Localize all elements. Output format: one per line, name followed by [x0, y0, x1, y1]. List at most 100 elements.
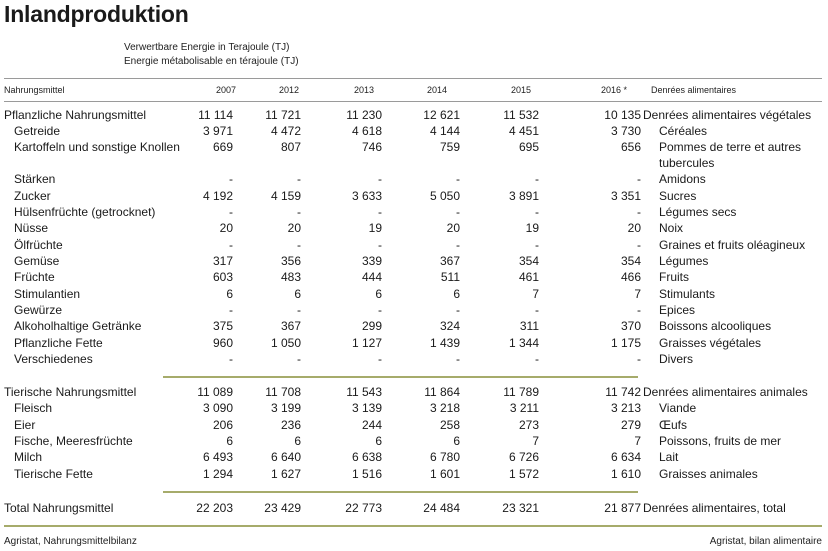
row-label-fr-line: Légumes secs: [659, 205, 737, 219]
row-label-fr-line: Graisses végétales: [659, 336, 762, 350]
header-year: 2013: [353, 85, 374, 95]
row-label-fr: Denrées alimentaires, total: [643, 500, 786, 516]
row-label-fr: Viande: [659, 400, 696, 416]
value-cell: 279: [620, 418, 641, 432]
row-label-fr-line: Divers: [659, 352, 694, 366]
value-cell: 20: [627, 221, 641, 235]
row-label-de: Fische, Meeresfrüchte: [14, 434, 133, 448]
value-cell: 354: [518, 254, 539, 268]
value-cell: 6 634: [610, 450, 641, 464]
value-cell: 20: [287, 221, 301, 235]
header-de: Nahrungsmittel: [4, 85, 65, 95]
value-cell: 6 726: [508, 450, 539, 464]
row-label-de: Tierische Fette: [14, 467, 93, 481]
value-cell: 511: [440, 270, 460, 284]
row-label-de: Früchte: [14, 270, 55, 284]
row-label-de: Gemüse: [14, 254, 60, 268]
row-label-de: Ölfrüchte: [14, 238, 63, 252]
value-cell: 6 493: [202, 450, 233, 464]
value-cell: -: [637, 172, 641, 186]
header-year: 2007: [215, 85, 236, 95]
row-label-fr-line: Céréales: [659, 124, 708, 138]
value-cell: 6: [375, 434, 382, 448]
value-cell: 20: [446, 221, 460, 235]
value-cell: 3 891: [508, 189, 539, 203]
value-cell: 11 114: [198, 108, 233, 122]
value-cell: -: [297, 205, 301, 219]
value-cell: -: [297, 172, 301, 186]
value-cell: 444: [361, 270, 382, 284]
value-cell: 4 144: [429, 124, 460, 138]
value-cell: 6 638: [351, 450, 382, 464]
row-label-de: Zucker: [14, 189, 51, 203]
value-cell: 7: [532, 434, 539, 448]
row-label-fr-line: Amidons: [659, 172, 706, 186]
value-cell: 21 877: [604, 501, 641, 515]
row-label-de: Getreide: [14, 124, 61, 138]
value-cell: 4 451: [508, 124, 539, 138]
row-label-fr-line: Stimulants: [659, 287, 716, 301]
row-label-fr: Pommes de terre et autres tubercules: [659, 139, 801, 171]
value-cell: 11 230: [346, 108, 382, 122]
header-year: 2014: [426, 85, 447, 95]
value-cell: 807: [280, 140, 301, 154]
value-cell: 367: [280, 319, 301, 333]
header-bottom-rule: [4, 101, 822, 102]
value-cell: 375: [212, 319, 233, 333]
value-cell: 6: [294, 287, 301, 301]
value-cell: 20: [219, 221, 233, 235]
row-label-fr-line: Graisses animales: [659, 467, 758, 481]
value-cell: 5 050: [429, 189, 460, 203]
value-cell: -: [535, 303, 539, 317]
value-cell: 10 135: [604, 108, 641, 122]
value-cell: 669: [212, 140, 233, 154]
value-cell: 11 708: [265, 385, 301, 399]
row-label-fr: Poissons, fruits de mer: [659, 433, 781, 449]
value-cell: 354: [620, 254, 641, 268]
value-cell: -: [297, 238, 301, 252]
value-cell: -: [297, 352, 301, 366]
value-cell: -: [535, 205, 539, 219]
value-cell: -: [456, 238, 460, 252]
page-title: Inlandproduktion: [4, 1, 189, 27]
value-cell: 4 159: [270, 189, 301, 203]
value-cell: 3 090: [202, 401, 233, 415]
value-cell: 11 532: [503, 108, 539, 122]
value-cell: -: [229, 205, 233, 219]
value-cell: 3 199: [270, 401, 301, 415]
row-label-fr: Stimulants: [659, 286, 715, 302]
row-label-fr-line: Noix: [659, 221, 684, 235]
row-label-fr: Graisses végétales: [659, 335, 761, 351]
value-cell: 22 773: [345, 501, 382, 515]
row-label-de: Milch: [14, 450, 43, 464]
header-year: 2012: [278, 85, 299, 95]
value-cell: 317: [212, 254, 233, 268]
value-cell: -: [535, 238, 539, 252]
row-label-fr: Divers: [659, 351, 693, 367]
value-cell: 311: [519, 319, 539, 333]
value-cell: -: [456, 205, 460, 219]
value-cell: 370: [620, 319, 641, 333]
value-cell: 1 175: [610, 336, 641, 350]
value-cell: 356: [280, 254, 301, 268]
row-label-fr: Noix: [659, 220, 683, 236]
value-cell: 11 742: [605, 385, 641, 399]
header-fr: Denrées alimentaires: [651, 85, 737, 95]
value-cell: 3 211: [509, 401, 539, 415]
value-cell: 339: [361, 254, 382, 268]
value-cell: 3 730: [610, 124, 641, 138]
value-cell: -: [456, 172, 460, 186]
value-cell: 3 633: [351, 189, 382, 203]
header-year: 2015: [510, 85, 531, 95]
value-cell: 11 864: [424, 385, 460, 399]
row-label-fr: Amidons: [659, 171, 706, 187]
row-label-de: Hülsenfrüchte (getrocknet): [14, 205, 156, 219]
value-cell: 1 601: [429, 467, 460, 481]
value-cell: 1 344: [508, 336, 539, 350]
value-cell: -: [378, 352, 382, 366]
value-cell: 11 721: [265, 108, 301, 122]
row-label-fr-line: Légumes: [659, 254, 709, 268]
value-cell: -: [637, 352, 641, 366]
row-label-fr-line: Viande: [659, 401, 697, 415]
value-cell: -: [535, 172, 539, 186]
